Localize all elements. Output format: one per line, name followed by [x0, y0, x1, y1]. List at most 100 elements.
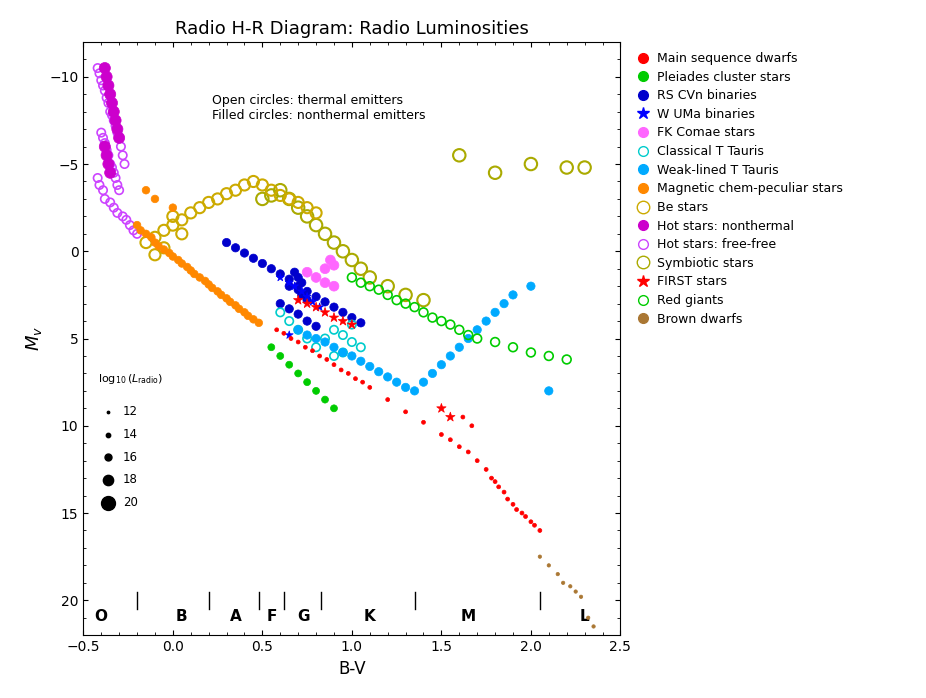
Point: [282, 193, 296, 205]
Point: [443, 350, 457, 362]
Point: [398, 298, 413, 309]
Point: [318, 306, 332, 318]
Point: [532, 551, 547, 563]
Point: [97, 141, 112, 152]
Point: [323, 254, 338, 265]
Point: [114, 141, 129, 152]
Point: [139, 228, 154, 239]
Point: [407, 385, 422, 396]
Point: [193, 202, 207, 213]
Point: [106, 202, 121, 213]
Point: [335, 329, 350, 341]
Point: [291, 324, 306, 335]
Point: [101, 475, 116, 486]
Point: [527, 519, 542, 530]
Point: [318, 296, 332, 307]
Point: [95, 184, 110, 195]
Y-axis label: $M_v$: $M_v$: [24, 326, 44, 351]
Point: [300, 295, 315, 306]
Point: [300, 291, 315, 302]
Point: [237, 306, 252, 318]
Point: [144, 232, 158, 243]
Point: [246, 313, 261, 325]
Point: [416, 306, 431, 318]
Point: [496, 298, 511, 309]
Point: [559, 354, 574, 365]
Point: [112, 132, 127, 143]
Point: [273, 350, 288, 362]
Point: [452, 149, 467, 161]
Point: [479, 463, 494, 475]
Point: [219, 237, 234, 248]
Point: [434, 359, 449, 370]
Point: [183, 207, 198, 218]
Point: [291, 202, 306, 213]
Point: [344, 319, 359, 330]
Point: [166, 219, 181, 230]
Point: [103, 89, 118, 100]
Point: [389, 377, 404, 388]
Point: [122, 219, 137, 230]
Text: G: G: [297, 609, 310, 624]
Point: [563, 581, 578, 592]
Point: [407, 302, 422, 313]
Point: [147, 237, 162, 248]
Point: [496, 487, 511, 498]
Point: [335, 347, 350, 358]
Point: [318, 263, 332, 274]
Point: [327, 324, 342, 335]
Point: [308, 385, 323, 396]
Point: [362, 382, 377, 393]
Point: [139, 237, 154, 248]
Point: [298, 341, 313, 352]
Point: [166, 251, 181, 262]
Point: [300, 202, 315, 213]
Point: [348, 373, 363, 384]
Point: [362, 281, 377, 292]
Point: [542, 385, 557, 396]
Point: [110, 127, 125, 138]
Point: [219, 188, 234, 200]
Text: 20: 20: [123, 496, 138, 509]
Point: [312, 350, 327, 362]
Point: [241, 310, 256, 321]
Point: [255, 179, 269, 191]
Point: [381, 289, 395, 300]
Point: [99, 92, 114, 103]
Point: [147, 232, 162, 243]
Point: [354, 277, 369, 288]
Point: [264, 190, 279, 201]
Point: [130, 228, 144, 239]
Point: [308, 291, 323, 302]
Point: [356, 377, 370, 388]
Point: [105, 162, 119, 173]
Point: [291, 281, 306, 292]
Point: [228, 184, 243, 195]
Point: [305, 296, 319, 307]
Point: [327, 350, 342, 362]
Point: [300, 211, 315, 222]
Point: [156, 244, 171, 255]
Point: [327, 302, 342, 313]
Point: [469, 455, 484, 466]
Point: [506, 341, 520, 352]
Point: [335, 347, 350, 358]
Point: [308, 207, 323, 218]
Point: [308, 272, 323, 283]
Point: [500, 493, 515, 505]
Point: [312, 302, 327, 313]
Point: [273, 272, 288, 283]
Point: [573, 591, 588, 602]
Point: [327, 237, 342, 248]
Point: [354, 341, 369, 352]
Point: [133, 225, 148, 236]
Point: [108, 172, 123, 184]
Text: O: O: [94, 609, 107, 624]
Point: [269, 324, 284, 335]
Point: [443, 319, 457, 330]
Point: [106, 114, 121, 126]
Point: [201, 279, 216, 290]
Point: [101, 429, 116, 440]
Point: [456, 411, 470, 422]
Point: [469, 324, 484, 335]
